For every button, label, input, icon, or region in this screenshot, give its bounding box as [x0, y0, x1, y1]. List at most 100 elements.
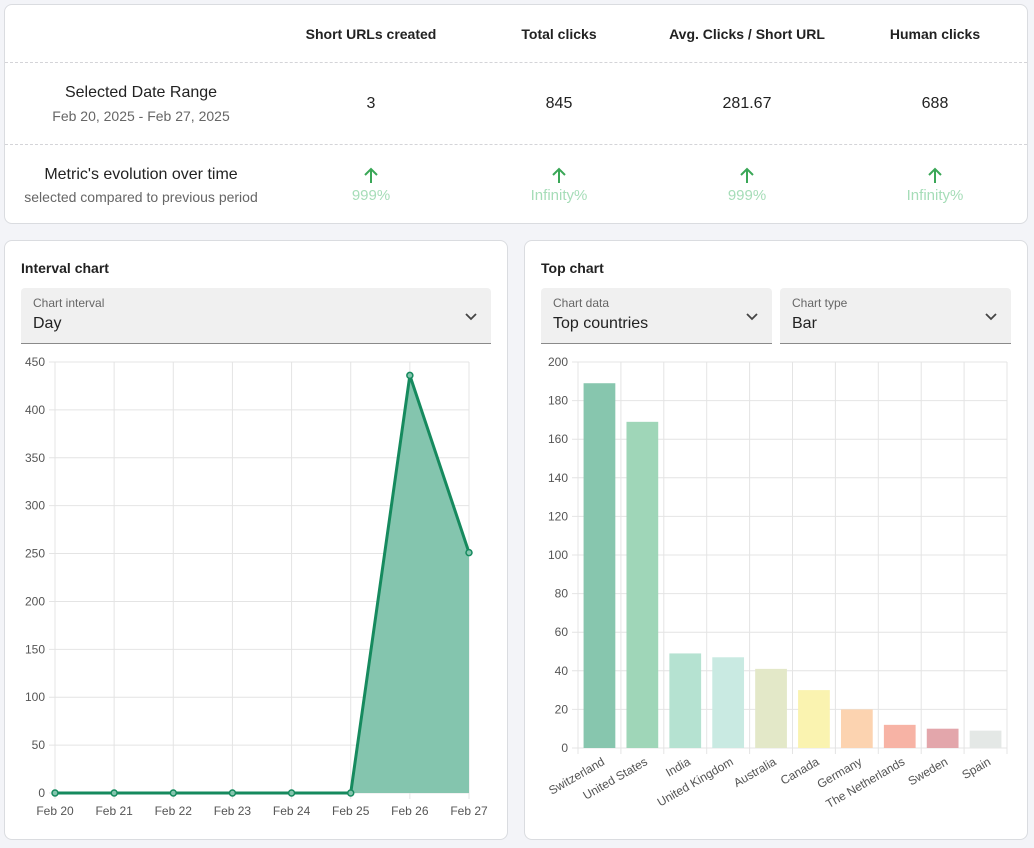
- data-point[interactable]: [346, 789, 355, 797]
- data-point[interactable]: [465, 548, 473, 557]
- bar[interactable]: [969, 730, 1002, 748]
- human-clicks-value: 688: [841, 63, 1027, 144]
- chart-type-label: Chart type: [792, 296, 848, 310]
- short-urls-evolution: 999%: [277, 145, 465, 223]
- top-chart-card: Top chart Chart data Top countries Chart…: [524, 240, 1028, 840]
- data-point[interactable]: [110, 789, 118, 797]
- chart-data-value: Top countries: [553, 315, 649, 332]
- bar[interactable]: [755, 668, 787, 748]
- arrow-up-icon: [552, 167, 566, 183]
- x-tick-label: Feb 23: [214, 804, 252, 818]
- chart-data-label: Chart data: [553, 296, 610, 310]
- stats-header-empty: [5, 5, 277, 62]
- short-urls-value: 3: [277, 63, 465, 144]
- y-tick-label: 100: [548, 548, 568, 562]
- y-tick-label: 150: [25, 642, 45, 656]
- y-tick-label: 180: [548, 394, 568, 408]
- chevron-down-icon: [985, 313, 997, 321]
- arrow-up-icon: [740, 167, 754, 183]
- header-avg-clicks: Avg. Clicks / Short URL: [653, 5, 841, 62]
- chart-interval-label: Chart interval: [33, 296, 105, 310]
- bar[interactable]: [626, 421, 659, 748]
- data-point[interactable]: [406, 371, 414, 380]
- date-range-subtitle: Feb 20, 2025 - Feb 27, 2025: [52, 107, 230, 124]
- top-chart-title: Top chart: [541, 260, 604, 276]
- stats-table: Short URLs created Total clicks Avg. Cli…: [4, 4, 1028, 224]
- x-tick-label: Feb 27: [450, 804, 488, 818]
- y-tick-label: 400: [25, 403, 45, 417]
- y-tick-label: 160: [548, 432, 568, 446]
- evolution-title: Metric's evolution over time: [44, 165, 238, 183]
- y-tick-label: 60: [555, 625, 569, 639]
- data-point[interactable]: [169, 789, 178, 797]
- chart-data-select[interactable]: Chart data Top countries: [541, 288, 772, 344]
- header-short-urls-label: Short URLs created: [305, 25, 437, 42]
- date-range-title: Selected Date Range: [64, 83, 218, 101]
- y-tick-label: 100: [25, 690, 45, 704]
- x-tick-label: Feb 22: [155, 804, 193, 818]
- header-human-clicks: Human clicks: [841, 5, 1027, 62]
- bar[interactable]: [712, 657, 745, 748]
- arrow-up-icon: [364, 167, 378, 183]
- bar[interactable]: [840, 709, 873, 748]
- x-tick-label: Canada: [778, 754, 822, 787]
- series-area: [55, 375, 469, 793]
- x-tick-label: Feb 21: [95, 804, 133, 818]
- avg-clicks-value-text: 281.67: [722, 94, 772, 112]
- x-tick-label: Spain: [959, 754, 993, 781]
- y-tick-label: 120: [548, 509, 568, 523]
- evolution-subtitle: selected compared to previous period: [24, 188, 258, 205]
- y-tick-label: 20: [555, 702, 569, 716]
- header-avg-clicks-label: Avg. Clicks / Short URL: [669, 25, 825, 42]
- chart-type-select[interactable]: Chart type Bar: [780, 288, 1011, 344]
- x-tick-label: United Kingdom: [655, 754, 736, 809]
- short-urls-value-text: 3: [366, 94, 376, 112]
- y-tick-label: 140: [548, 471, 568, 485]
- human-clicks-evolution: Infinity%: [841, 145, 1027, 223]
- x-tick-label: Feb 26: [391, 804, 429, 818]
- bar[interactable]: [798, 690, 830, 748]
- y-tick-label: 350: [25, 451, 45, 465]
- interval-chart-canvas: 0 50 100 150 200 250 300 350 400 450 Feb 20 Feb 21 F…: [25, 355, 488, 818]
- interval-chart-title: Interval chart: [21, 260, 109, 276]
- data-point[interactable]: [228, 789, 237, 797]
- avg-clicks-evolution: 999%: [653, 145, 841, 223]
- date-range-label-cell: Selected Date Range Feb 20, 2025 - Feb 2…: [5, 63, 277, 144]
- y-tick-label: 40: [555, 664, 569, 678]
- y-tick-label: 0: [561, 741, 568, 755]
- chevron-down-icon: [746, 313, 758, 321]
- total-clicks-value: 845: [465, 63, 653, 144]
- stats-header-row: Short URLs created Total clicks Avg. Cli…: [5, 5, 1027, 63]
- y-tick-label: 300: [25, 499, 45, 513]
- bar[interactable]: [883, 724, 916, 748]
- evolution-row: Metric's evolution over time selected co…: [5, 145, 1027, 223]
- bar[interactable]: [926, 728, 959, 748]
- short-urls-evolution-pct: 999%: [351, 186, 391, 204]
- avg-clicks-value: 281.67: [653, 63, 841, 144]
- chevron-down-icon: [465, 313, 477, 321]
- x-tick-label: Australia: [731, 754, 779, 790]
- total-clicks-evolution: Infinity%: [465, 145, 653, 223]
- series-line: [55, 373, 471, 795]
- header-total-clicks-label: Total clicks: [521, 25, 597, 42]
- interval-chart-card: Interval chart Chart interval Day 0 50 100…: [4, 240, 508, 840]
- chart-type-value: Bar: [792, 315, 817, 332]
- bar[interactable]: [669, 653, 702, 748]
- y-tick-label: 450: [25, 355, 45, 369]
- total-clicks-evolution-pct: Infinity%: [530, 186, 588, 204]
- y-tick-label: 250: [25, 547, 45, 561]
- x-tick-label: Feb 24: [273, 804, 311, 818]
- header-short-urls: Short URLs created: [277, 5, 465, 62]
- chart-interval-select[interactable]: Chart interval Day: [21, 288, 491, 344]
- bar[interactable]: [583, 383, 616, 748]
- data-point[interactable]: [287, 789, 296, 797]
- chart-interval-value: Day: [33, 315, 62, 332]
- x-tick-label: Sweden: [906, 754, 951, 788]
- evolution-label-cell: Metric's evolution over time selected co…: [5, 145, 277, 223]
- x-tick-label: Feb 25: [332, 804, 370, 818]
- top-chart-canvas: 020406080100120140160180200SwitzerlandUn…: [546, 355, 1008, 811]
- y-tick-label: 200: [25, 594, 45, 608]
- x-tick-label: India: [663, 754, 693, 779]
- header-total-clicks: Total clicks: [465, 5, 653, 62]
- data-point[interactable]: [51, 789, 59, 797]
